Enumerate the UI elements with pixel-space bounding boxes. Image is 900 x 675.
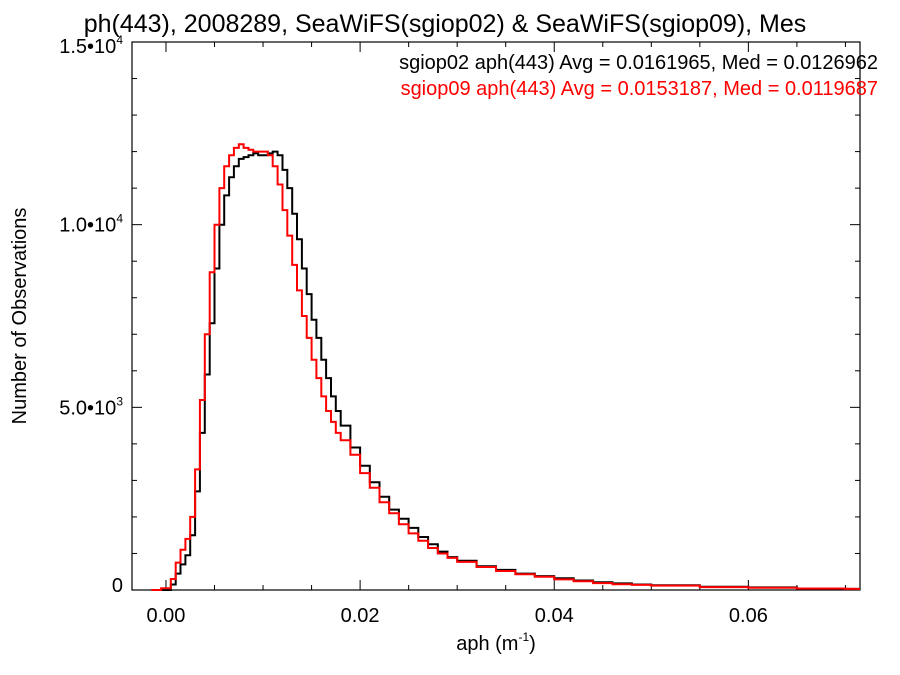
x-tick-label: 0.04	[535, 605, 574, 627]
series-layer	[151, 143, 860, 591]
y-tick-label: 1.5•104	[59, 33, 123, 58]
y-tick-label-base: 1.0•10	[59, 215, 116, 237]
x-tick-label: 0.06	[729, 605, 768, 627]
x-axis-label: aph (m-1)	[456, 630, 536, 655]
y-tick-label-exponent: 4	[116, 212, 123, 226]
y-tick-label: 0	[112, 575, 123, 597]
y-tick-label: 5.0•103	[59, 394, 123, 419]
legend-entry-sgiop02: sgiop02 aph(443) Avg = 0.0161965, Med = …	[399, 52, 878, 74]
y-tick-label: 1.0•104	[59, 212, 123, 237]
x-tick-label: 0.02	[341, 605, 380, 627]
y-tick-label-base: 0	[112, 575, 123, 597]
series-line-sgiop09	[151, 143, 860, 591]
x-axis-label-superscript: -1	[518, 630, 529, 644]
y-tick-label-exponent: 4	[116, 33, 123, 47]
y-tick-label-base: 1.5•10	[59, 36, 116, 58]
x-axis-label-text: aph (m	[456, 633, 518, 655]
x-tick-label: 0.00	[147, 605, 186, 627]
plot-frame	[131, 41, 861, 591]
y-tick-label-base: 5.0•10	[59, 397, 116, 419]
x-axis-label-close: )	[529, 633, 536, 655]
y-tick-label-exponent: 3	[116, 394, 123, 408]
y-axis-label: Number of Observations	[9, 208, 31, 425]
x-axis: 0.00 0.02 0.04 0.06	[147, 42, 846, 627]
chart-title: ph(443), 2008289, SeaWiFS(sgiop02) & Sea…	[84, 10, 807, 38]
series-line-sgiop02	[161, 150, 860, 591]
legend-entry-sgiop09: sgiop09 aph(443) Avg = 0.0153187, Med = …	[401, 78, 878, 100]
